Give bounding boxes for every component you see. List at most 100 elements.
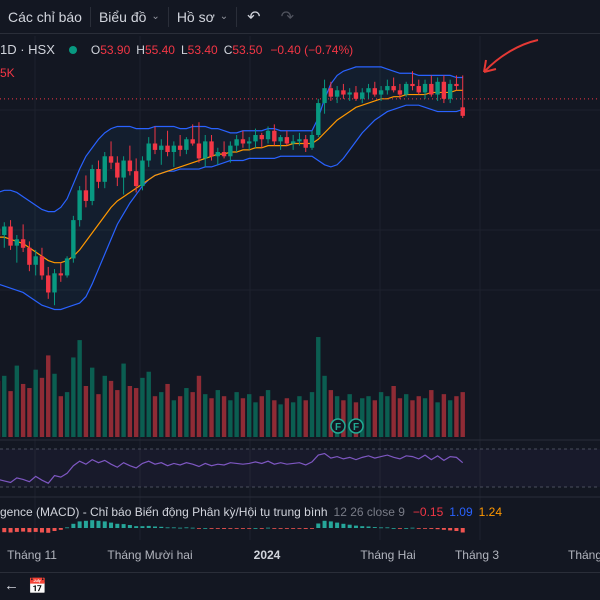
volume-bar bbox=[447, 400, 453, 437]
candle-body bbox=[391, 86, 396, 91]
macd-hist-value: −0.15 bbox=[412, 505, 444, 519]
candle-body bbox=[77, 190, 82, 221]
macd-histogram-bar bbox=[159, 526, 164, 528]
volume-bar bbox=[215, 390, 220, 437]
annotation-arrow bbox=[483, 39, 539, 73]
scroll-left-icon[interactable]: ← bbox=[4, 577, 19, 594]
candle-body bbox=[52, 273, 57, 293]
macd-histogram-bar bbox=[96, 520, 101, 528]
volume-bar bbox=[272, 400, 277, 437]
candle-body bbox=[454, 83, 459, 87]
volume-bar bbox=[209, 398, 214, 437]
volume-bar bbox=[391, 386, 396, 437]
candle-body bbox=[297, 139, 302, 142]
macd-histogram-bar bbox=[347, 524, 352, 528]
macd-line-value: 1.09 bbox=[449, 505, 473, 519]
volume-bar bbox=[410, 400, 415, 437]
macd-histogram-bar bbox=[215, 528, 220, 529]
candle-body bbox=[14, 239, 20, 246]
candle-body bbox=[378, 90, 384, 95]
volume-bar bbox=[196, 375, 202, 437]
candle-body bbox=[190, 139, 195, 144]
volume-bar bbox=[247, 394, 252, 437]
candle-body bbox=[184, 139, 189, 150]
macd-histogram-bar bbox=[240, 528, 245, 529]
time-axis[interactable]: Tháng 11 Tháng Mười hai 2024 Tháng Hai Tháng… bbox=[0, 542, 600, 568]
candle-body bbox=[366, 88, 371, 93]
candle-body bbox=[234, 139, 239, 146]
volume-bar bbox=[454, 396, 459, 437]
volume-bar bbox=[228, 400, 233, 437]
indicators-button[interactable]: Các chỉ báo bbox=[0, 0, 90, 33]
volume-bar bbox=[290, 402, 296, 437]
volume-bar bbox=[372, 400, 377, 437]
market-status-icon bbox=[68, 45, 77, 54]
candle-body bbox=[265, 130, 271, 140]
indicators-label: Các chỉ báo bbox=[8, 8, 82, 25]
calendar-range-icon[interactable]: 📅 bbox=[28, 578, 47, 595]
macd-title[interactable]: gence (MACD) - Chỉ báo Biến động Phân kỳ… bbox=[0, 505, 328, 519]
chevron-down-icon: ⌄ bbox=[151, 11, 160, 22]
candle-body bbox=[121, 160, 126, 178]
macd-histogram-bar bbox=[410, 527, 415, 529]
macd-histogram-bar bbox=[46, 528, 51, 533]
macd-histogram-bar bbox=[77, 521, 82, 528]
candle-body bbox=[83, 190, 89, 201]
chevron-down-icon: ⌄ bbox=[219, 11, 229, 22]
candle-body bbox=[410, 83, 415, 87]
volume-bar bbox=[83, 386, 89, 437]
macd-histogram-bar bbox=[284, 528, 289, 529]
candle-body bbox=[159, 145, 164, 150]
candle-body bbox=[278, 137, 283, 142]
dividend-marker-label: F bbox=[335, 422, 341, 433]
time-axis-label: 2024 bbox=[253, 548, 281, 562]
macd-histogram-bar bbox=[328, 521, 333, 528]
volume-bar bbox=[108, 380, 114, 437]
macd-histogram-bar bbox=[460, 528, 465, 533]
macd-histogram-bar bbox=[379, 527, 384, 529]
volume-bar bbox=[309, 392, 315, 437]
volume-bar bbox=[171, 400, 177, 437]
volume-bar bbox=[184, 388, 189, 437]
volume-bar bbox=[435, 402, 440, 437]
symbol-label[interactable]: 1D · HSX bbox=[0, 42, 55, 57]
volume-bar bbox=[341, 400, 346, 437]
volume-bar bbox=[297, 396, 302, 437]
macd-histogram-bar bbox=[272, 528, 277, 529]
volume-bar bbox=[316, 337, 321, 437]
candle-body bbox=[290, 141, 296, 144]
macd-histogram-bar bbox=[448, 528, 453, 531]
close-value: 53.50 bbox=[232, 42, 263, 57]
candle-body bbox=[422, 83, 428, 93]
candle-body bbox=[90, 169, 95, 201]
candle-body bbox=[96, 169, 101, 182]
macd-histogram-bar bbox=[184, 527, 189, 529]
volume-value: 5K bbox=[0, 66, 15, 80]
volume-bar bbox=[159, 392, 164, 437]
macd-histogram-bar bbox=[291, 528, 296, 529]
volume-bar bbox=[39, 377, 45, 437]
macd-histogram-bar bbox=[196, 528, 201, 529]
chart-type-dropdown[interactable]: Biểu đồ ⌄ bbox=[91, 0, 168, 33]
volume-bar bbox=[303, 400, 308, 437]
candle-body bbox=[353, 92, 359, 99]
profile-dropdown[interactable]: Hồ sơ ⌄ bbox=[169, 0, 236, 33]
candle-body bbox=[228, 145, 233, 157]
macd-histogram-bar bbox=[297, 528, 302, 529]
undo-icon[interactable]: ↶ bbox=[247, 8, 261, 26]
redo-icon[interactable]: ↷ bbox=[280, 8, 294, 26]
time-axis-label: Tháng Hai bbox=[360, 548, 416, 562]
macd-histogram-bar bbox=[360, 526, 365, 528]
profile-label: Hồ sơ bbox=[176, 8, 215, 25]
macd-histogram-bar bbox=[115, 523, 120, 528]
candle-body bbox=[152, 143, 158, 150]
volume-bar bbox=[8, 391, 13, 437]
macd-histogram-bar bbox=[21, 528, 26, 532]
high-value: 55.40 bbox=[144, 42, 175, 57]
volume-bar bbox=[259, 396, 264, 437]
volume-bar bbox=[404, 394, 409, 437]
macd-histogram-bar bbox=[222, 528, 227, 529]
candle-body bbox=[360, 92, 365, 99]
candle-body bbox=[247, 141, 252, 144]
